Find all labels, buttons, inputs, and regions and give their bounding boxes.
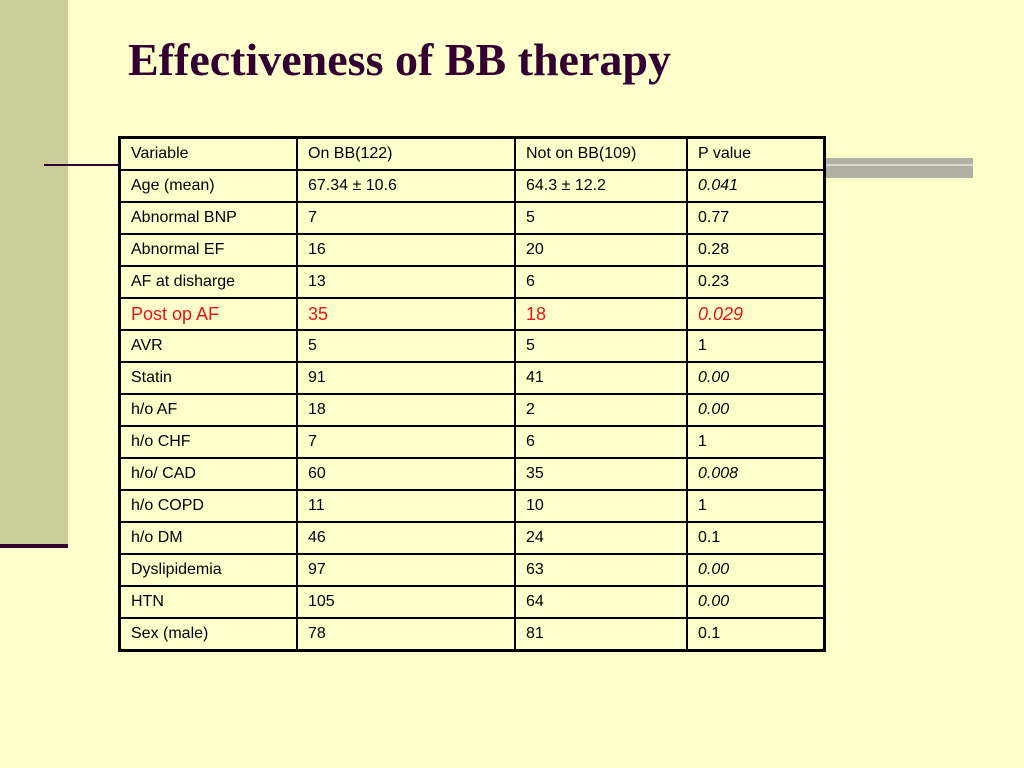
table-row: Statin 91 41 0.00 [118, 361, 826, 395]
cell-not-on-bb: 6 [514, 265, 688, 299]
cell-not-on-bb: 64.3 ± 12.2 [514, 169, 688, 203]
cell-on-bb: 60 [296, 457, 516, 491]
cell-on-bb: 97 [296, 553, 516, 587]
table-row: Abnormal BNP 7 5 0.77 [118, 201, 826, 235]
results-table: Variable On BB(122) Not on BB(109) P val… [118, 136, 826, 652]
cell-on-bb: 13 [296, 265, 516, 299]
cell-p-value: 0.041 [686, 169, 826, 203]
table-row: Sex (male) 78 81 0.1 [118, 617, 826, 652]
table-body: Age (mean) 67.34 ± 10.6 64.3 ± 12.2 0.041 Ab… [118, 169, 826, 652]
cell-p-value: 0.00 [686, 585, 826, 619]
cell-p-value: 1 [686, 425, 826, 459]
cell-not-on-bb: 81 [514, 617, 688, 652]
cell-variable: Abnormal BNP [118, 201, 298, 235]
cell-variable: Dyslipidemia [118, 553, 298, 587]
cell-on-bb: 16 [296, 233, 516, 267]
table-row: Abnormal EF 16 20 0.28 [118, 233, 826, 267]
cell-variable: AVR [118, 329, 298, 363]
table-row: h/o CHF 7 6 1 [118, 425, 826, 459]
cell-p-value: 0.00 [686, 553, 826, 587]
cell-p-value: 0.23 [686, 265, 826, 299]
cell-not-on-bb: 5 [514, 329, 688, 363]
cell-on-bb: 11 [296, 489, 516, 523]
table-row: Dyslipidemia 97 63 0.00 [118, 553, 826, 587]
cell-variable: h/o/ CAD [118, 457, 298, 491]
cell-p-value: 0.029 [686, 297, 826, 331]
cell-on-bb: 78 [296, 617, 516, 652]
cell-on-bb: 18 [296, 393, 516, 427]
cell-variable: Sex (male) [118, 617, 298, 652]
cell-not-on-bb: 2 [514, 393, 688, 427]
table-row: Age (mean) 67.34 ± 10.6 64.3 ± 12.2 0.041 [118, 169, 826, 203]
cell-variable: h/o CHF [118, 425, 298, 459]
cell-not-on-bb: 24 [514, 521, 688, 555]
header-variable: Variable [118, 136, 298, 171]
cell-variable: Abnormal EF [118, 233, 298, 267]
cell-p-value: 0.77 [686, 201, 826, 235]
cell-variable: h/o AF [118, 393, 298, 427]
cell-p-value: 0.1 [686, 521, 826, 555]
cell-variable: Age (mean) [118, 169, 298, 203]
cell-not-on-bb: 63 [514, 553, 688, 587]
cell-on-bb: 5 [296, 329, 516, 363]
cell-variable: h/o DM [118, 521, 298, 555]
header-on-bb: On BB(122) [296, 136, 516, 171]
cell-on-bb: 46 [296, 521, 516, 555]
table-row: h/o AF 18 2 0.00 [118, 393, 826, 427]
cell-on-bb: 7 [296, 201, 516, 235]
header-p-value: P value [686, 136, 826, 171]
cell-variable: Post op AF [118, 297, 298, 331]
cell-p-value: 0.1 [686, 617, 826, 652]
cell-p-value: 0.008 [686, 457, 826, 491]
header-not-on-bb: Not on BB(109) [514, 136, 688, 171]
cell-not-on-bb: 64 [514, 585, 688, 619]
cell-variable: AF at disharge [118, 265, 298, 299]
cell-p-value: 0.00 [686, 361, 826, 395]
table-header-row: Variable On BB(122) Not on BB(109) P val… [118, 136, 826, 171]
slide-title: Effectiveness of BB therapy [128, 34, 671, 85]
left-decorative-band [0, 0, 68, 544]
table-row: HTN 105 64 0.00 [118, 585, 826, 619]
table-row: h/o COPD 11 10 1 [118, 489, 826, 523]
left-band-rule [0, 544, 68, 548]
cell-on-bb: 67.34 ± 10.6 [296, 169, 516, 203]
cell-variable: h/o COPD [118, 489, 298, 523]
cell-not-on-bb: 5 [514, 201, 688, 235]
table-row: Post op AF 35 18 0.029 [118, 297, 826, 331]
cell-variable: HTN [118, 585, 298, 619]
cell-p-value: 0.28 [686, 233, 826, 267]
cell-not-on-bb: 35 [514, 457, 688, 491]
cell-variable: Statin [118, 361, 298, 395]
cell-not-on-bb: 10 [514, 489, 688, 523]
table-row: h/o/ CAD 60 35 0.008 [118, 457, 826, 491]
cell-not-on-bb: 20 [514, 233, 688, 267]
cell-on-bb: 91 [296, 361, 516, 395]
cell-on-bb: 105 [296, 585, 516, 619]
cell-not-on-bb: 6 [514, 425, 688, 459]
table-row: h/o DM 46 24 0.1 [118, 521, 826, 555]
cell-on-bb: 7 [296, 425, 516, 459]
cell-p-value: 0.00 [686, 393, 826, 427]
cell-p-value: 1 [686, 329, 826, 363]
cell-not-on-bb: 41 [514, 361, 688, 395]
cell-on-bb: 35 [296, 297, 516, 331]
cell-not-on-bb: 18 [514, 297, 688, 331]
cell-p-value: 1 [686, 489, 826, 523]
table-row: AVR 5 5 1 [118, 329, 826, 363]
table-row: AF at disharge 13 6 0.23 [118, 265, 826, 299]
